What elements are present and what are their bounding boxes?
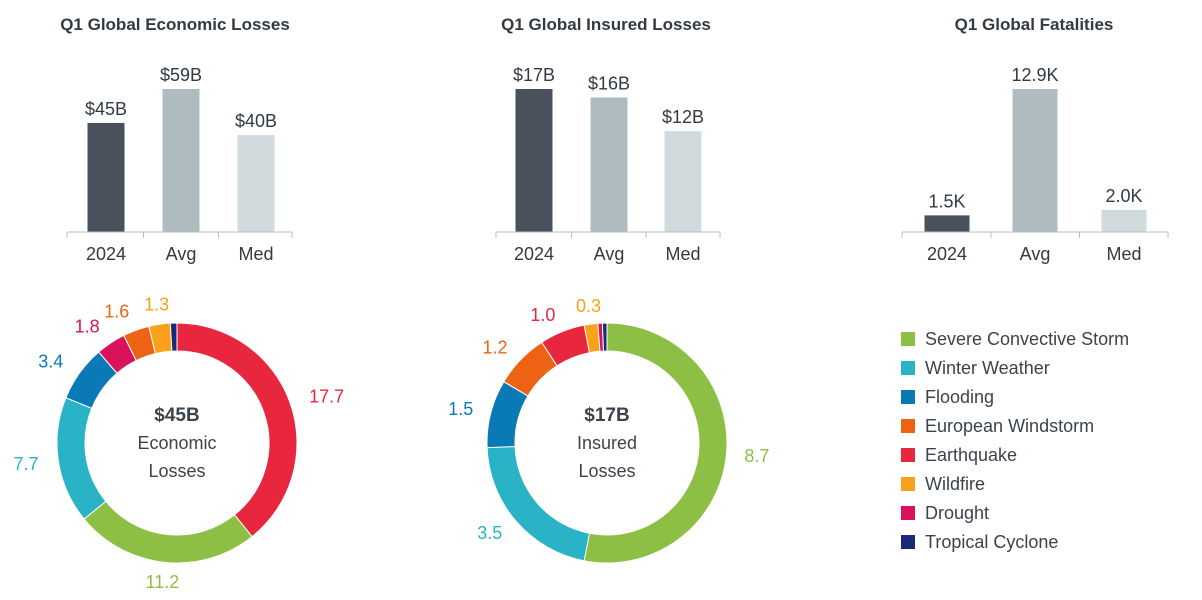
- legend-label: Wildfire: [925, 474, 985, 494]
- slice-data-label: 1.8: [75, 316, 100, 336]
- slice-data-label: 8.7: [744, 446, 769, 466]
- bar-chart-1: Q1 Global Economic Losses $45B 2024 $59B Avg…: [60, 15, 293, 264]
- bar-2024: [515, 89, 553, 232]
- x-tick-label: Med: [1106, 244, 1141, 264]
- bar-data-label: $12B: [662, 107, 704, 127]
- bar-data-label: 12.9K: [1011, 65, 1058, 85]
- slice-tropical-cyclone: [169, 322, 178, 352]
- legend-label: Drought: [925, 503, 989, 523]
- bar-med: [664, 131, 702, 232]
- bar-data-label: $17B: [513, 65, 555, 85]
- slice-severe-convective-storm: [583, 322, 728, 564]
- donut-center-value: $45B: [154, 405, 199, 426]
- legend-label: Tropical Cyclone: [925, 532, 1058, 552]
- slice-data-label: 1.2: [483, 337, 508, 357]
- bar-avg: [590, 97, 628, 232]
- bar-chart-2: Q1 Global Insured Losses $17B 2024 $16B Avg $…: [495, 15, 721, 264]
- bar-data-label: $45B: [85, 99, 127, 119]
- chart-title: Q1 Global Economic Losses: [60, 15, 290, 34]
- donut-center-label: Insured: [577, 433, 637, 453]
- legend-swatch-red-square: [901, 448, 915, 462]
- legend-label: European Windstorm: [925, 416, 1094, 436]
- x-tick-label: 2024: [514, 244, 554, 264]
- slice-earthquake: [176, 322, 298, 538]
- slice-data-label: 0.3: [576, 296, 601, 316]
- x-tick-label: Avg: [166, 244, 197, 264]
- slice-winter-weather: [56, 397, 107, 520]
- legend-swatch-blue-square: [901, 390, 915, 404]
- x-tick-label: Med: [238, 244, 273, 264]
- legend-label: Winter Weather: [925, 358, 1050, 378]
- slice-data-label: 1.0: [530, 305, 555, 325]
- slice-data-label: 1.3: [144, 294, 169, 314]
- donut-center-value: $17B: [584, 405, 629, 426]
- donut-center-label: Losses: [148, 461, 205, 481]
- slice-winter-weather: [486, 446, 591, 562]
- bar-data-label: 2.0K: [1105, 186, 1142, 206]
- slice-severe-convective-storm: [83, 500, 253, 564]
- legend-label: Severe Convective Storm: [925, 329, 1129, 349]
- donut-center-label: Economic: [137, 433, 216, 453]
- donut-chart-1: 17.7 11.2 7.7 3.4 1.81.6 1.3 $45B Economic Losse…: [14, 294, 345, 592]
- slice-data-label: 1.5: [448, 399, 473, 419]
- bar-avg: [1012, 89, 1058, 232]
- slice-data-label: 17.7: [309, 387, 344, 407]
- legend-swatch-green-square: [901, 332, 915, 346]
- x-tick-label: Avg: [594, 244, 625, 264]
- slice-data-label: 1.6: [104, 301, 129, 321]
- bar-avg: [162, 89, 200, 232]
- bar-data-label: $16B: [588, 73, 630, 93]
- bar-data-label: $59B: [160, 65, 202, 85]
- donut-center-label: Losses: [578, 461, 635, 481]
- chart-title: Q1 Global Fatalities: [955, 15, 1114, 34]
- x-tick-label: 2024: [86, 244, 126, 264]
- legend: Severe Convective Storm Winter Weather Flo…: [901, 329, 1129, 552]
- x-tick-label: Med: [665, 244, 700, 264]
- bar-chart-3: Q1 Global Fatalities 1.5K 2024 12.9K Avg 2.0K…: [901, 15, 1169, 264]
- slice-data-label: 3.5: [477, 523, 502, 543]
- bar-2024: [924, 215, 970, 232]
- x-tick-label: 2024: [927, 244, 967, 264]
- slice-data-label: 3.4: [38, 351, 63, 371]
- slice-tropical-cyclone: [601, 322, 608, 352]
- chart-title: Q1 Global Insured Losses: [501, 15, 711, 34]
- legend-label: Earthquake: [925, 445, 1017, 465]
- slice-data-label: 11.2: [146, 572, 180, 592]
- slice-data-label: 7.7: [14, 454, 39, 474]
- legend-swatch-navy-square: [901, 535, 915, 549]
- bar-med: [237, 135, 275, 232]
- legend-swatch-amber-square: [901, 477, 915, 491]
- donut-chart-2: 8.7 3.5 1.5 1.2 1.0 0.3 $17B Insured Losses: [448, 296, 769, 564]
- bar-data-label: 1.5K: [928, 191, 965, 211]
- x-tick-label: Avg: [1020, 244, 1051, 264]
- bar-2024: [87, 122, 125, 232]
- legend-swatch-orange-square: [901, 419, 915, 433]
- bar-med: [1101, 209, 1147, 232]
- bar-data-label: $40B: [235, 111, 277, 131]
- legend-swatch-magenta-square: [901, 506, 915, 520]
- legend-swatch-teal-square: [901, 361, 915, 375]
- legend-label: Flooding: [925, 387, 994, 407]
